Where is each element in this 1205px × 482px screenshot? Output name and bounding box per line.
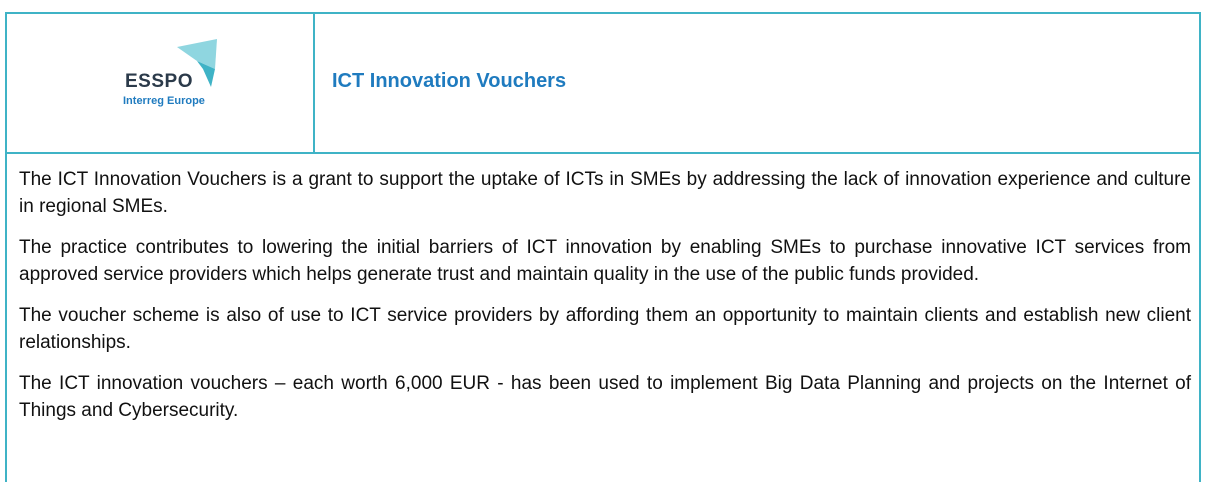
card: ESSPO Interreg Europe ICT Innovation Vou… xyxy=(5,12,1201,482)
paragraph: The voucher scheme is also of use to ICT… xyxy=(19,305,1191,353)
paragraph: The practice contributes to lowering the… xyxy=(19,237,1191,285)
paragraph: The ICT Innovation Vouchers is a grant t… xyxy=(19,169,1191,217)
logo-name: ESSPO xyxy=(125,71,193,92)
paragraph: The ICT innovation vouchers – each worth… xyxy=(19,373,1191,421)
logo-subtitle: Interreg Europe xyxy=(123,95,205,107)
page: ESSPO Interreg Europe ICT Innovation Vou… xyxy=(5,12,1201,482)
body: The ICT Innovation Vouchers is a grant t… xyxy=(19,166,1191,438)
logo: ESSPO Interreg Europe xyxy=(7,14,315,152)
logo-shape xyxy=(197,61,215,87)
title: ICT Innovation Vouchers xyxy=(332,70,567,92)
header: ESSPO Interreg Europe ICT Innovation Vou… xyxy=(7,14,1199,154)
logo-shape xyxy=(177,39,217,69)
logo-graphic xyxy=(177,39,217,87)
